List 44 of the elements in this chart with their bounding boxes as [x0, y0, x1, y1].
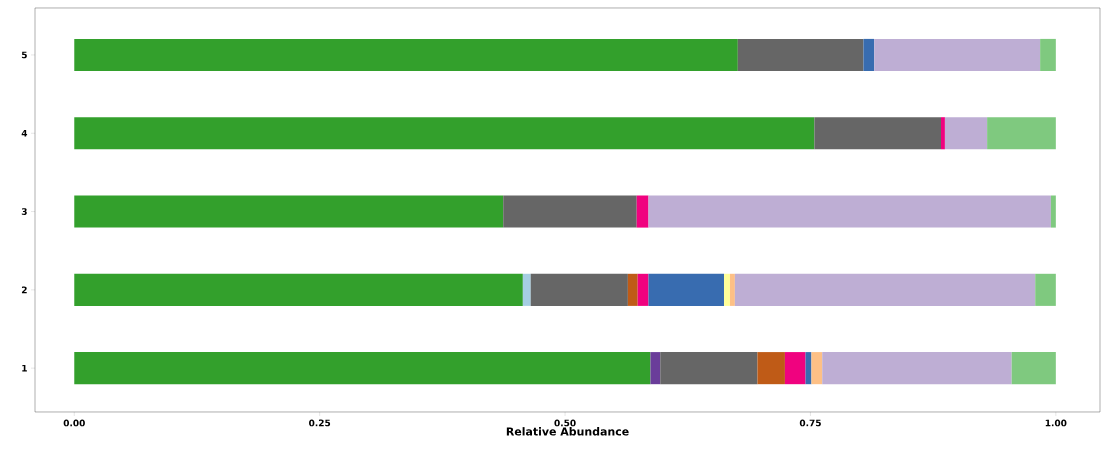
x-tick-label: 0.50: [554, 419, 576, 427]
x-tick-label: 0.00: [63, 419, 85, 427]
bar: [503, 195, 637, 228]
bar: [74, 273, 523, 306]
bar: [874, 38, 1041, 72]
x-tick-label: 0.25: [309, 419, 331, 427]
bar: [636, 195, 649, 228]
bar: [648, 273, 725, 306]
x-axis-title: Relative Abundance: [506, 427, 629, 436]
bar: [784, 352, 806, 385]
bar: [74, 38, 738, 72]
y-tick-label: 1: [22, 364, 27, 372]
bar: [944, 117, 988, 150]
bar: [822, 352, 1012, 385]
bar: [627, 273, 638, 306]
y-tick-label: 4: [21, 129, 28, 137]
bar: [74, 195, 504, 228]
y-tick-label: 3: [21, 208, 27, 215]
bar: [74, 352, 651, 385]
bar: [863, 38, 875, 72]
bar: [734, 273, 1036, 306]
bar: [811, 352, 823, 385]
bar: [729, 273, 735, 306]
bar: [941, 117, 945, 150]
y-tick-label: 2: [21, 286, 27, 294]
bar: [814, 117, 941, 150]
bar: [648, 195, 1051, 228]
bar: [987, 117, 1056, 150]
bar: [724, 273, 730, 306]
x-tick-label: 1.00: [1045, 419, 1067, 427]
bar: [1050, 195, 1056, 228]
bar: [522, 273, 531, 306]
y-tick-label: 5: [21, 51, 27, 59]
bar: [757, 352, 785, 385]
bar: [660, 352, 758, 385]
bar: [1040, 38, 1056, 72]
bar: [1035, 273, 1056, 306]
bar: [737, 38, 864, 72]
bar: [637, 273, 649, 306]
x-tick-label: 0.75: [799, 419, 821, 427]
bar: [650, 352, 661, 385]
bar: [1011, 352, 1056, 385]
bar: [74, 117, 815, 150]
bar: [530, 273, 628, 306]
